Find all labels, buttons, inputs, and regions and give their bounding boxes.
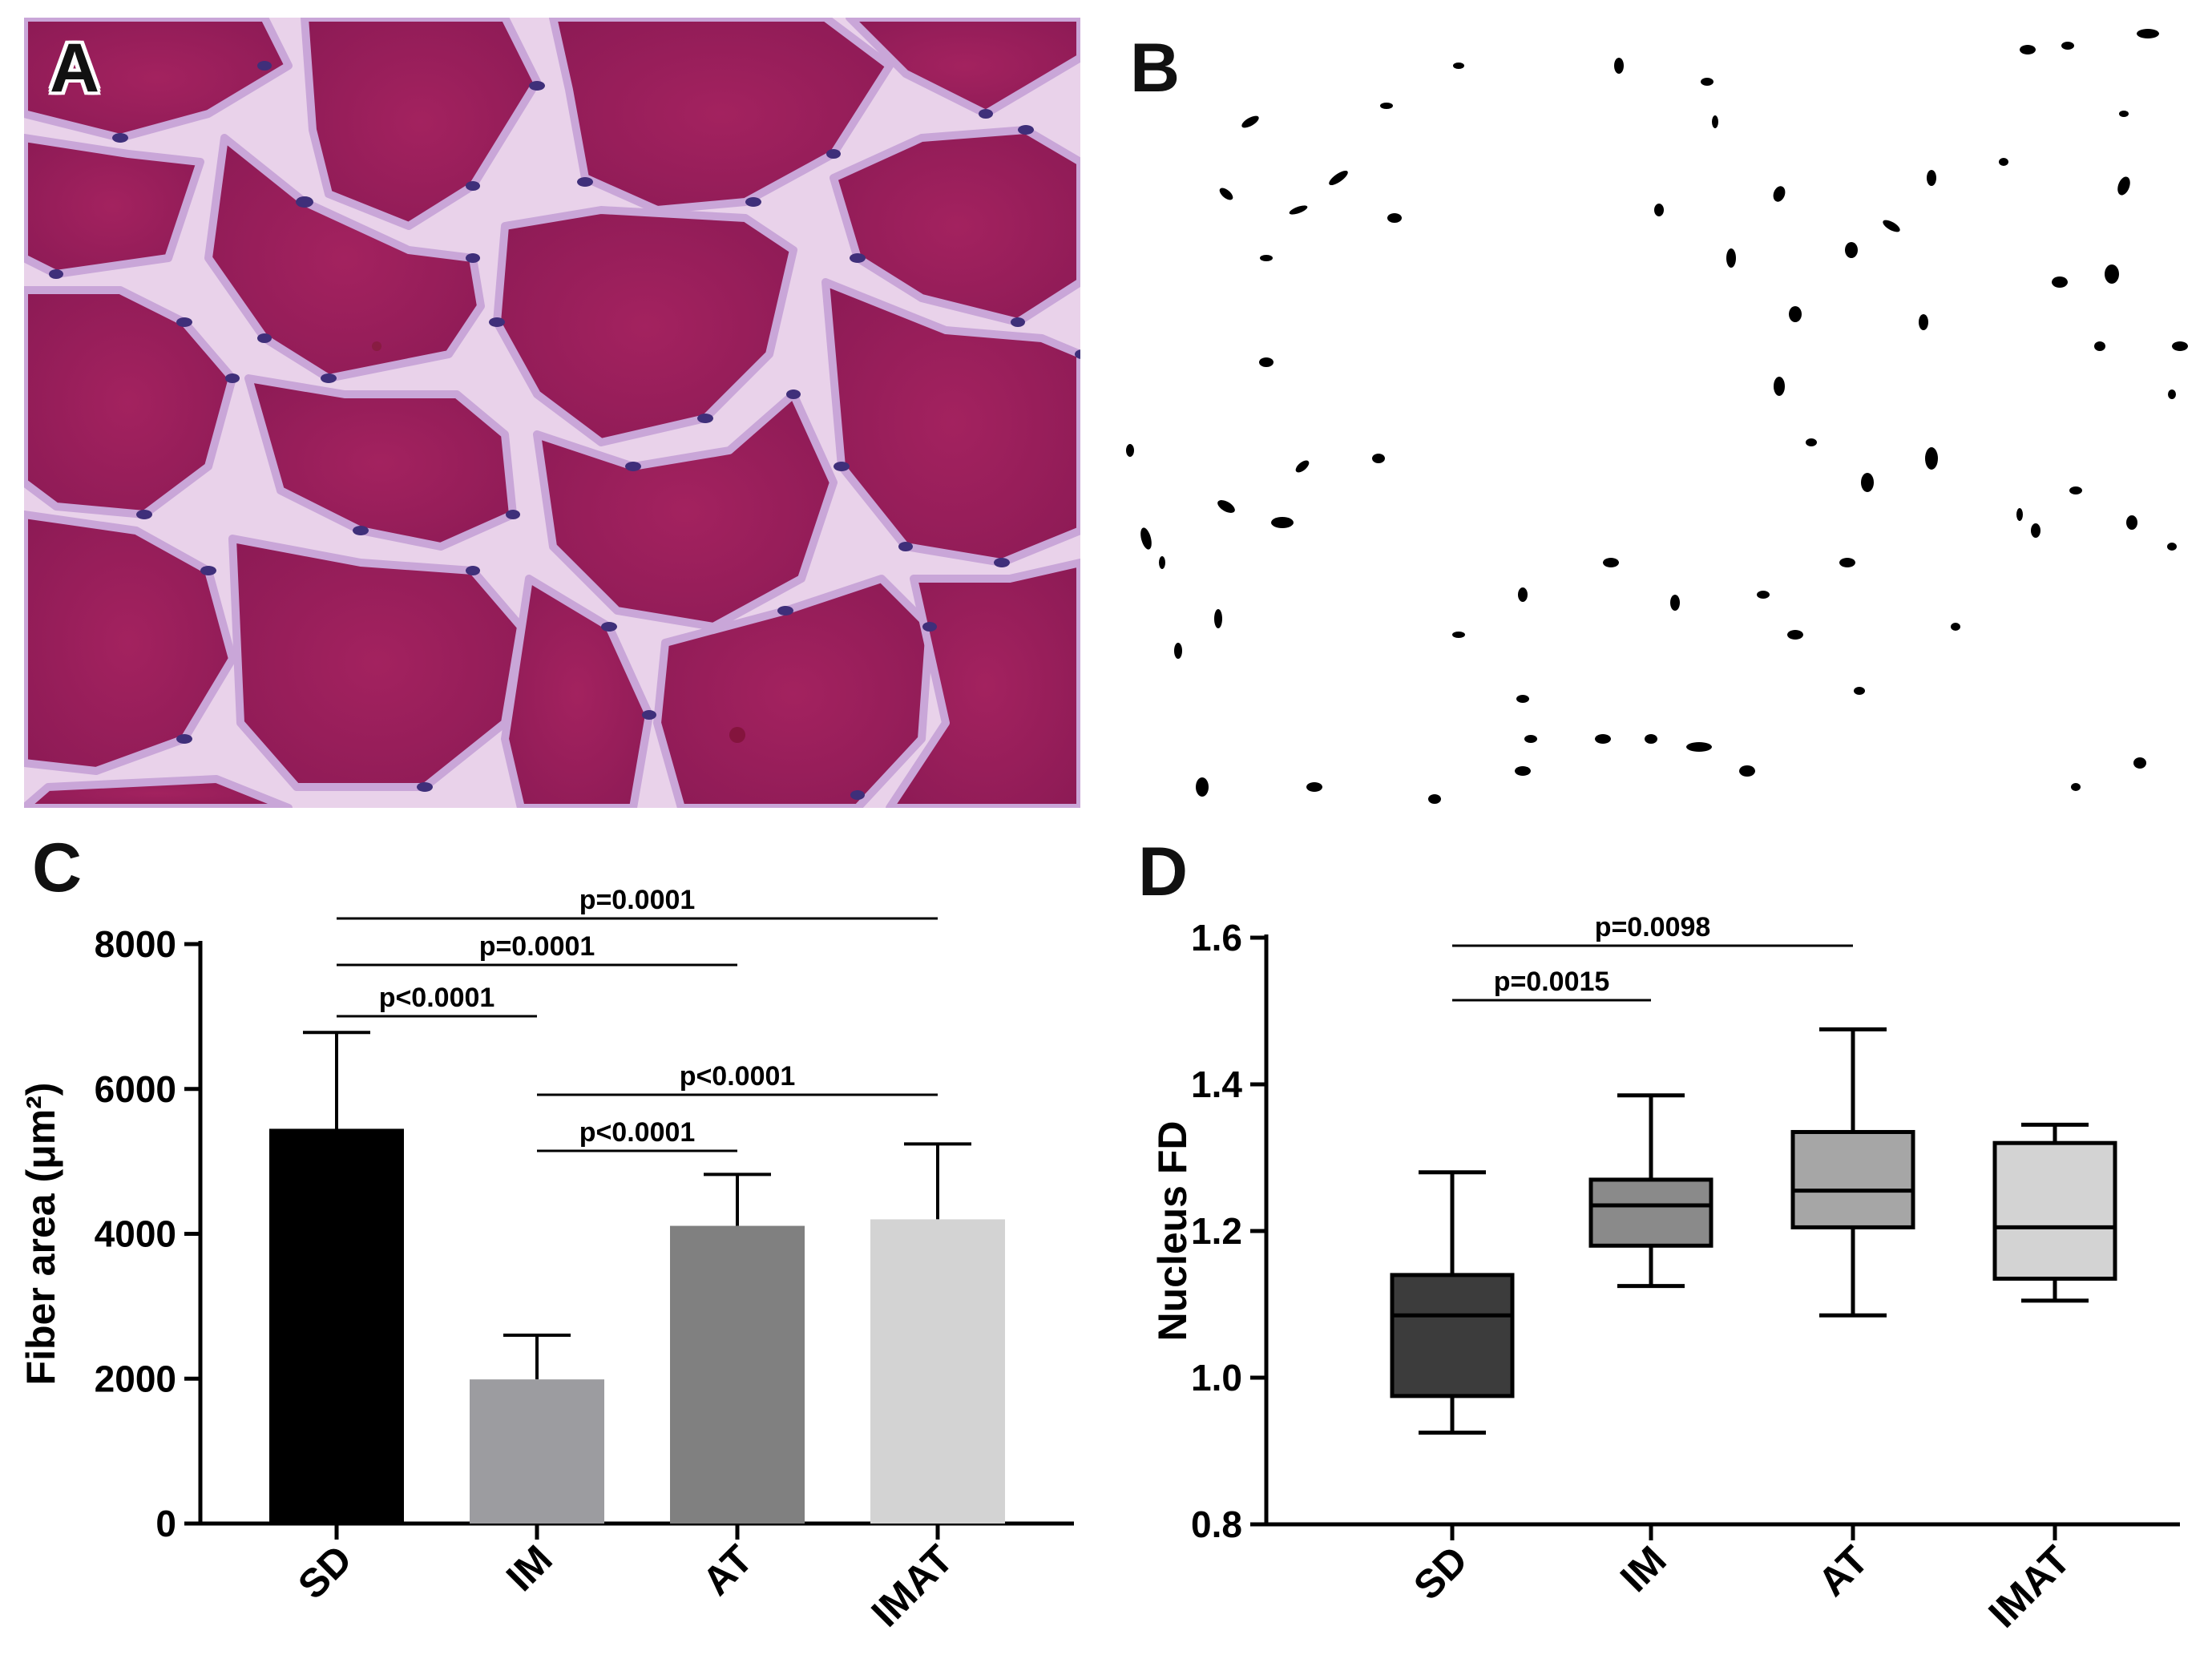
panel-label-c: C (32, 829, 83, 906)
significance-label: p<0.0001 (680, 1061, 796, 1092)
bar (269, 1128, 404, 1524)
histology-image (24, 18, 1080, 808)
y-tick-label: 1.0 (1191, 1357, 1242, 1399)
box (1992, 1140, 2117, 1281)
significance-label: p=0.0001 (579, 885, 696, 915)
box (1588, 1177, 1713, 1248)
panel-label-a: A (50, 30, 100, 107)
y-tick-label: 1.6 (1191, 917, 1242, 959)
x-tick-label: IM (1612, 1537, 1675, 1600)
significance-label: p<0.0001 (579, 1117, 696, 1148)
y-tick-label: 4000 (95, 1213, 176, 1255)
bar (670, 1225, 805, 1524)
y-tick-label: 0 (155, 1503, 176, 1544)
y-tick-label: 0.8 (1191, 1503, 1242, 1545)
bar (870, 1219, 1005, 1524)
significance-label: p=0.0001 (479, 931, 595, 962)
y-tick-label: 8000 (95, 923, 176, 965)
y-tick-label: 1.4 (1191, 1064, 1242, 1105)
box (1390, 1273, 1515, 1399)
x-tick-label: AT (1810, 1537, 1877, 1604)
x-tick-label: AT (694, 1536, 761, 1604)
nuclei-binary-image (1122, 18, 2188, 808)
y-tick-label: 2000 (95, 1358, 176, 1399)
box (1790, 1129, 1915, 1229)
x-tick-label: IM (498, 1536, 561, 1600)
significance-label: p<0.0001 (379, 983, 495, 1013)
y-axis-label: Fiber area (μm²) (18, 1083, 63, 1386)
bar (470, 1379, 604, 1524)
x-tick-label: IMAT (862, 1536, 961, 1635)
significance-label: p=0.0098 (1595, 912, 1711, 942)
x-tick-label: SD (289, 1536, 361, 1608)
panel-label-d: D (1138, 833, 1189, 910)
x-tick-label: SD (1405, 1537, 1476, 1608)
y-tick-label: 1.2 (1191, 1210, 1242, 1252)
nuclei-picture (1126, 29, 2188, 804)
panel-label-b: B (1130, 30, 1181, 107)
x-tick-label: IMAT (1980, 1537, 2078, 1636)
histology-picture (24, 18, 1080, 808)
y-axis-label: Nucleus FD (1150, 1120, 1195, 1341)
y-tick-label: 6000 (95, 1068, 176, 1110)
significance-label: p=0.0015 (1494, 967, 1610, 997)
